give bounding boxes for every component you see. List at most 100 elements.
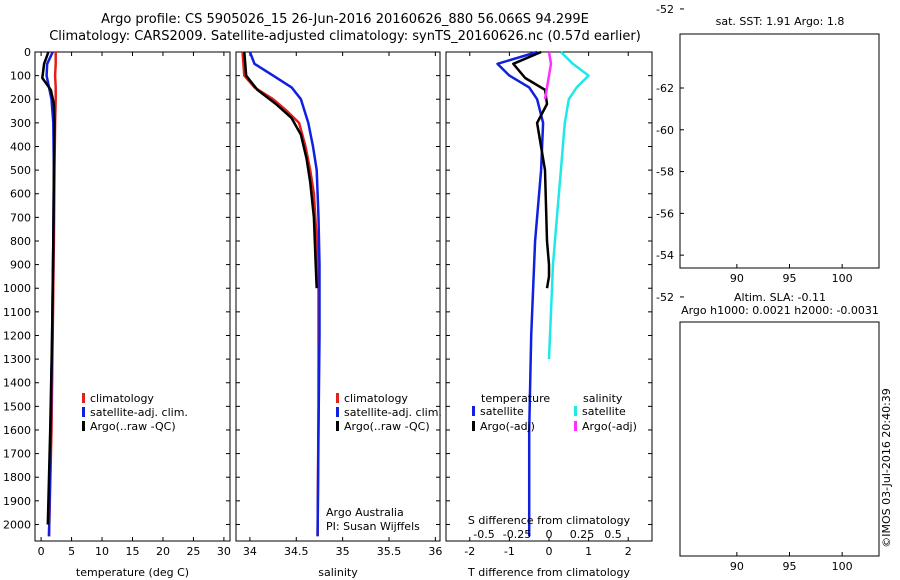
y-tick-label: 800 (10, 235, 31, 248)
map-y-tick-label: -58 (656, 166, 674, 179)
x-tick-label: 0 (38, 545, 45, 558)
x-tick-label: 36 (428, 545, 442, 558)
x-axis-label: salinity (318, 566, 358, 579)
imos-stamp: ©IMOS 03-Jul-2016 20:40:39 (880, 388, 893, 548)
map-x-tick-label: 100 (832, 272, 853, 285)
x-tick-label: 2 (625, 545, 632, 558)
x-tick-label: -1 (504, 545, 515, 558)
sla-map-frame (679, 321, 880, 557)
y-tick-label: 1000 (3, 282, 31, 295)
s-tick-label: -0.5 (473, 528, 494, 541)
legend-swatch (336, 421, 339, 431)
y-tick-label: 1400 (3, 377, 31, 390)
x-tick-label: 35.5 (377, 545, 402, 558)
map-y-tick-label: -62 (656, 82, 674, 95)
y-tick-label: 1600 (3, 424, 31, 437)
annotation-pi: PI: Susan Wijffels (326, 520, 420, 533)
y-tick-label: 1300 (3, 353, 31, 366)
legend-label: satellite (582, 405, 626, 418)
series-line-2-3 (243, 51, 318, 289)
y-tick-label: 2000 (3, 518, 31, 531)
x-axis-label: T difference from climatology (467, 566, 630, 579)
series-line-3-3 (547, 51, 590, 360)
legend-label: climatology (90, 392, 154, 405)
x-tick-label: -2 (464, 545, 475, 558)
series-line-3-4 (543, 51, 553, 100)
map-x-tick-label: 95 (783, 560, 797, 573)
s-tick-label: 0.25 (570, 528, 595, 541)
legend-label: satellite (480, 405, 524, 418)
y-tick-label: 200 (10, 93, 31, 106)
legend-label: climatology (344, 392, 408, 405)
legend-label: Argo(..raw -QC) (344, 420, 430, 433)
legend-label: satellite-adj. clim. (344, 406, 442, 419)
legend-swatch (82, 407, 85, 417)
y-tick-label: 1800 (3, 471, 31, 484)
x-tick-label: 30 (217, 545, 231, 558)
series-line-3-2 (512, 50, 551, 289)
s-tick-label: 0 (546, 528, 553, 541)
legend-label: Argo(..raw -QC) (90, 420, 176, 433)
s-tick-label: 0.5 (604, 528, 622, 541)
x-tick-label: 15 (126, 545, 140, 558)
title-line-2: Climatology: CARS2009. Satellite-adjuste… (49, 29, 641, 44)
y-tick-label: 700 (10, 211, 31, 224)
y-tick-label: 1200 (3, 329, 31, 342)
y-tick-label: 100 (10, 70, 31, 83)
legend-label: Argo(-adj) (480, 420, 535, 433)
y-tick-label: 0 (24, 46, 31, 59)
x-tick-label: 25 (186, 545, 200, 558)
y-tick-label: 1100 (3, 306, 31, 319)
s-axis-label: S difference from climatology (468, 514, 631, 527)
x-tick-label: 34.5 (284, 545, 309, 558)
legend-swatch (336, 393, 339, 403)
legend-swatch (82, 421, 85, 431)
legend-swatch (472, 406, 475, 416)
panel-frame-3 (445, 51, 653, 542)
series-line-1-3 (41, 51, 56, 525)
series-line-2-2 (248, 51, 321, 537)
series-line-2-1 (241, 51, 320, 537)
y-tick-label: 1900 (3, 495, 31, 508)
x-tick-label: 35 (336, 545, 350, 558)
y-tick-label: 300 (10, 117, 31, 130)
x-tick-label: 5 (68, 545, 75, 558)
y-tick-label: 500 (10, 164, 31, 177)
sst-map-title: sat. SST: 1.91 Argo: 1.8 (715, 15, 845, 28)
legend-swatch (574, 421, 577, 431)
x-tick-label: 0 (546, 545, 553, 558)
map-y-tick-label: -52 (656, 3, 674, 16)
map-x-tick-label: 90 (730, 272, 744, 285)
title-line-1: Argo profile: CS 5905026_15 26-Jun-2016 … (101, 12, 589, 27)
y-tick-label: 1700 (3, 448, 31, 461)
legend-swatch (574, 406, 577, 416)
legend-group-salinity: salinity (583, 392, 623, 405)
y-tick-label: 400 (10, 140, 31, 153)
y-tick-label: 600 (10, 188, 31, 201)
map-y-tick-label: -54 (656, 249, 674, 262)
panel-frame-1 (34, 51, 231, 542)
x-tick-label: 34 (243, 545, 257, 558)
x-tick-label: 10 (95, 545, 109, 558)
map-x-tick-label: 90 (730, 560, 744, 573)
legend-swatch (82, 393, 85, 403)
series-line-3-1 (496, 50, 545, 537)
x-axis-label: temperature (deg C) (76, 566, 189, 579)
y-tick-label: 1500 (3, 400, 31, 413)
annotation-argo-australia: Argo Australia (326, 506, 404, 519)
y-tick-label: 900 (10, 259, 31, 272)
map-y-tick-label: -52 (656, 291, 674, 304)
panel-frame-2 (235, 51, 441, 542)
x-tick-label: 1 (585, 545, 592, 558)
sla-map-title-1: Altim. SLA: -0.11 (733, 291, 827, 304)
legend-swatch (472, 421, 475, 431)
s-tick-label: -0.25 (503, 528, 531, 541)
map-y-tick-label: -56 (656, 207, 674, 220)
legend-swatch (336, 407, 339, 417)
x-tick-label: 20 (156, 545, 170, 558)
legend-group-temperature: temperature (481, 392, 550, 405)
map-x-tick-label: 95 (783, 272, 797, 285)
map-x-tick-label: 100 (832, 560, 853, 573)
map-y-tick-label: -60 (656, 124, 674, 137)
